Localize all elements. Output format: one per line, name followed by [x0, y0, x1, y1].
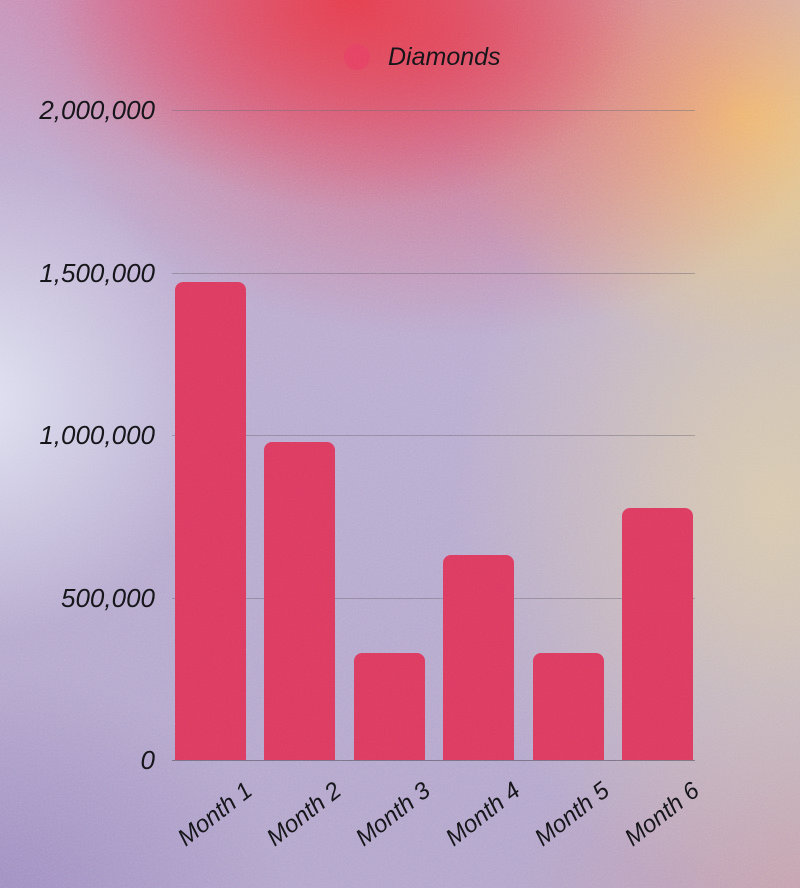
y-tick-label: 1,500,000	[39, 257, 155, 288]
legend-marker-icon	[344, 44, 370, 70]
legend-label: Diamonds	[388, 43, 501, 71]
bar-month-2	[264, 441, 336, 760]
y-tick-label: 0	[140, 745, 155, 775]
y-tick-label: 500,000	[61, 582, 155, 613]
y-tick-label: 2,000,000	[39, 95, 155, 125]
bar-month-3	[353, 652, 425, 760]
bar-month-5	[532, 652, 604, 760]
y-tick-label: 1,000,000	[39, 420, 155, 450]
bar-month-6	[622, 508, 693, 760]
bar-month-4	[443, 555, 515, 760]
gridline	[172, 110, 695, 111]
gridline	[172, 435, 695, 436]
bar-month-1	[175, 282, 246, 760]
gridline	[172, 597, 695, 599]
gridline	[172, 272, 695, 274]
legend: Diamonds	[344, 42, 501, 72]
x-axis-line	[172, 759, 695, 761]
